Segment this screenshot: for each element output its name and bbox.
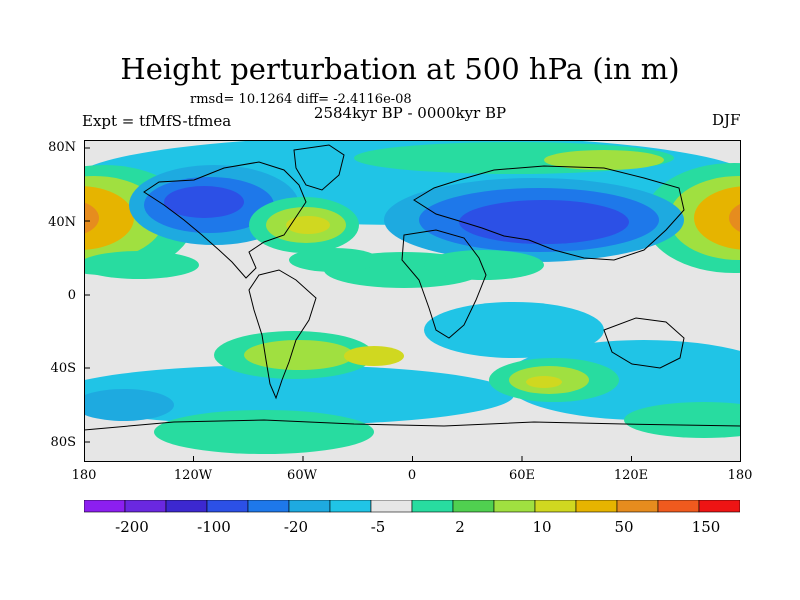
colorbar-swatch <box>288 500 331 513</box>
colorbar-swatch <box>165 500 208 513</box>
map-title: Height perturbation at 500 hPa (in m) <box>120 52 680 86</box>
colorbar-swatch <box>534 500 577 513</box>
colorbar-swatch <box>698 500 740 513</box>
colorbar-swatch <box>329 500 372 513</box>
coastlines <box>84 144 741 431</box>
colorbar-label: 150 <box>691 518 721 536</box>
colorbar-label: 10 <box>532 518 552 536</box>
colorbar-swatch <box>575 500 618 513</box>
experiment-label: Expt = tfMfS-tfmea <box>82 112 232 130</box>
lat-label-40n: 40N <box>48 215 76 230</box>
colorbar-label: -200 <box>115 518 149 536</box>
lat-label-80s: 80S <box>50 435 76 450</box>
stats-line: rmsd= 10.1264 diff= -2.4116e-08 <box>190 92 412 107</box>
period-label: 2584kyr BP - 0000kyr BP <box>313 104 507 122</box>
colorbar-label: 2 <box>455 518 465 536</box>
colorbar-label: -20 <box>283 518 309 536</box>
lon-label-120w: 120W <box>173 468 213 483</box>
season-label: DJF <box>712 111 741 129</box>
lat-label-80n: 80N <box>48 140 76 155</box>
colorbar-swatch <box>411 500 454 513</box>
colorbar-swatch <box>370 500 413 513</box>
lat-label-40s: 40S <box>50 361 76 376</box>
axis-ticks <box>84 147 741 462</box>
colorbar-swatch <box>247 500 290 513</box>
colorbar-label: 50 <box>614 518 634 536</box>
lon-label-180w: 180 <box>71 468 97 483</box>
lon-label-60w: 60W <box>287 468 317 483</box>
lon-label-120e: 120E <box>613 468 649 483</box>
lat-label-0: 0 <box>67 288 76 303</box>
colorbar-label: -100 <box>197 518 231 536</box>
height-perturbation-map <box>84 140 741 462</box>
colorbar-swatch <box>206 500 249 513</box>
colorbar <box>84 500 740 513</box>
colorbar-swatch <box>124 500 167 513</box>
lon-label-0: 0 <box>407 468 417 483</box>
colorbar-swatch <box>616 500 659 513</box>
lon-label-60e: 60E <box>508 468 536 483</box>
lon-label-180e: 180 <box>727 468 753 483</box>
colorbar-swatch <box>452 500 495 513</box>
contour-fill-layer <box>84 140 741 462</box>
colorbar-label: -5 <box>370 518 386 536</box>
colorbar-swatch <box>493 500 536 513</box>
colorbar-swatch <box>84 500 126 513</box>
colorbar-swatch <box>657 500 700 513</box>
